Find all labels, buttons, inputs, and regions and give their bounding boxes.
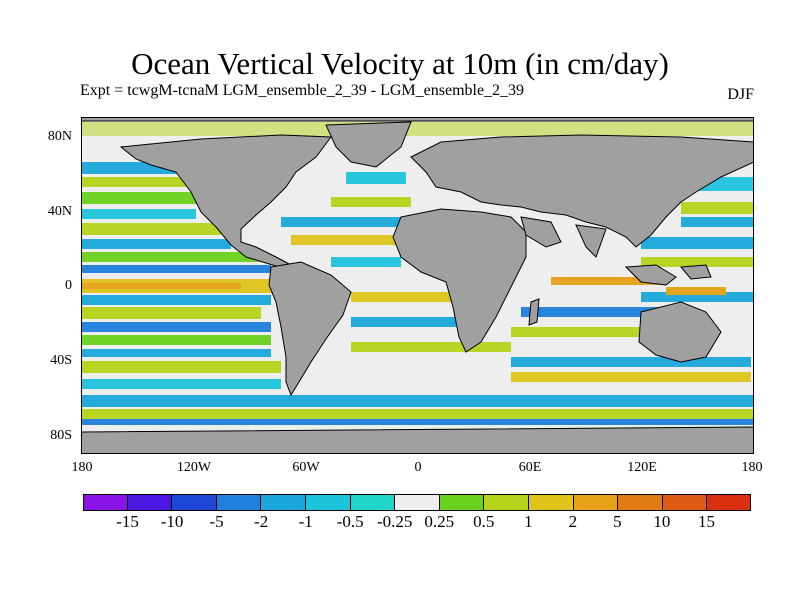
lat-label-80n: 80N [47,129,72,144]
lon-label-120w: 120W [176,460,212,475]
colorbar-swatch [439,494,485,511]
colorbar-swatch [127,494,173,511]
colorbar-tick-label: 2 [568,512,578,531]
north-america [119,134,332,270]
australia [638,301,722,363]
colorbar-swatch [484,494,529,511]
colorbar-tick-label: -2 [254,512,269,531]
colorbar-swatch [83,494,128,511]
colorbar-tick-label: 0.5 [473,512,495,531]
colorbar-tick-label: 10 [653,512,671,531]
africa [392,208,527,353]
colorbar-swatch [528,494,574,511]
madagascar [528,298,540,326]
lon-label-180e: 180 [741,460,763,475]
colorbar-swatch [618,494,663,511]
colorbar-tick-label: 0.25 [424,512,455,531]
colorbar-swatch [573,494,619,511]
colorbar-tick-label: -10 [160,512,184,531]
colorbar [83,494,751,511]
season-label: DJF [727,86,754,103]
colorbar-tick-label: -5 [209,512,224,531]
lon-label-60e: 60E [518,460,542,475]
maritime-continent [624,264,712,286]
experiment-subtitle: Expt = tcwgM-tcnaM LGM_ensemble_2_39 - L… [80,82,525,99]
colorbar-tick-label: -15 [116,512,139,531]
colorbar-tick-label: 1 [524,512,533,531]
lat-label-80s: 80S [50,428,72,443]
colorbar-swatch [216,494,262,511]
lon-label-60w: 60W [292,460,320,475]
lat-label-40n: 40N [47,204,72,219]
lat-label-40s: 40S [50,353,72,368]
colorbar-swatch [172,494,217,511]
colorbar-swatch [305,494,351,511]
colorbar-tick-label: -1 [298,512,313,531]
colorbar-swatch [261,494,306,511]
colorbar-tick-label: -0.25 [377,512,413,531]
lon-label-0: 0 [414,460,422,475]
velocity-field [81,122,754,425]
colorbar-swatch [707,494,751,511]
lon-label-180w: 180 [71,460,93,475]
lat-label-0: 0 [65,278,72,293]
colorbar-swatch [395,494,440,511]
colorbar-swatch [350,494,396,511]
colorbar-tick-label: 15 [697,512,715,531]
land-masses [81,117,754,454]
arabia-india [520,216,607,258]
ocean-velocity-map [81,117,754,454]
eurasia [410,134,754,248]
south-america [268,261,352,397]
antarctica [81,426,754,454]
lon-label-120e: 120E [627,460,657,475]
colorbar-tick-label: 5 [613,512,622,531]
colorbar-tick-label: -0.5 [336,512,364,531]
greenland [325,121,412,168]
colorbar-swatch [662,494,708,511]
map-title: Ocean Vertical Velocity at 10m (in cm/da… [131,46,669,81]
